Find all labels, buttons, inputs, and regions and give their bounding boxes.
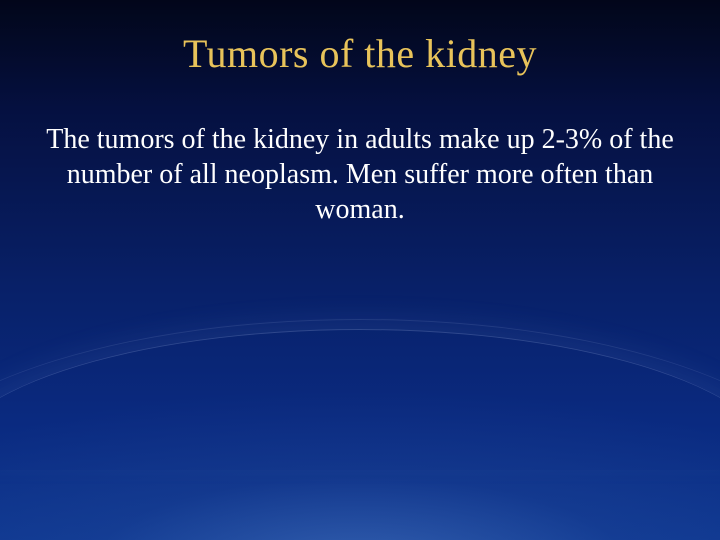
- decorative-swoosh: [0, 329, 720, 470]
- slide-title: Tumors of the kidney: [0, 30, 720, 77]
- slide-body-text: The tumors of the kidney in adults make …: [46, 122, 674, 227]
- decorative-swoosh-secondary: [0, 319, 720, 500]
- slide: Tumors of the kidney The tumors of the k…: [0, 0, 720, 540]
